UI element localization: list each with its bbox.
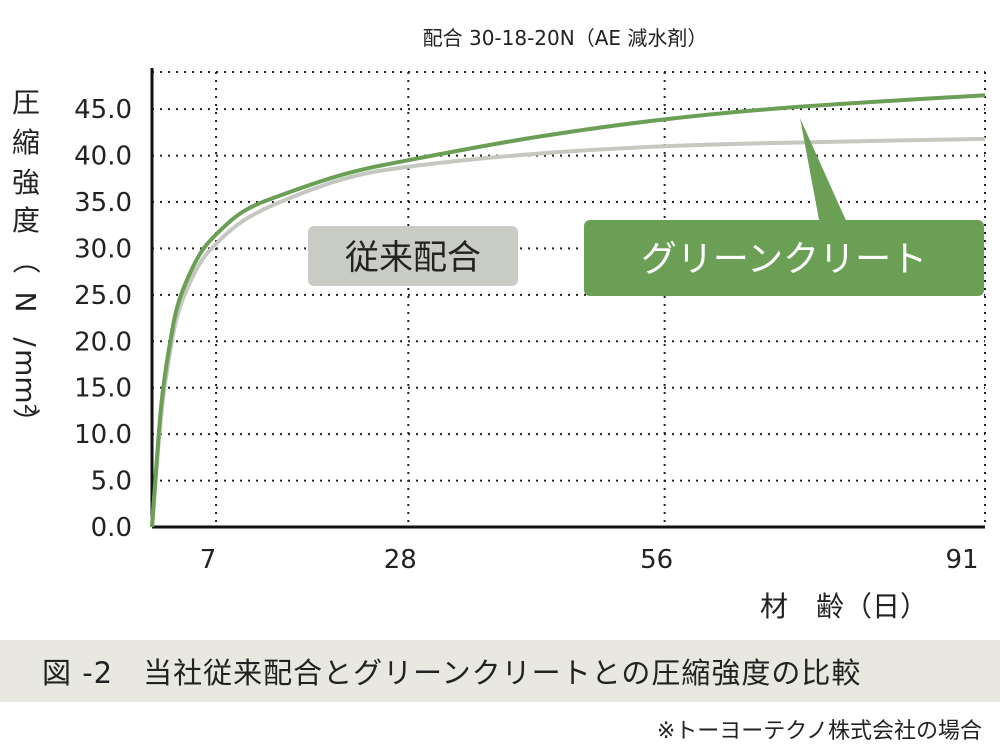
figure-caption-bar: 図 -2 当社従来配合とグリーンクリートとの圧縮強度の比較 (0, 640, 1000, 702)
y-tick-label: 15.0 (74, 374, 132, 404)
y-axis-label-char: 強 (12, 166, 40, 199)
series-lines (150, 93, 986, 528)
x-tick-label: 91 (945, 545, 978, 575)
callout-conventional-box (308, 226, 518, 286)
y-axis-ticks: 0.0 5.0 10.0 15.0 20.0 25.0 30.0 35.0 40.0 45.0 (74, 95, 132, 543)
y-tick-label: 0.0 (91, 513, 132, 543)
y-axis-label-char: 縮 (12, 126, 40, 159)
callout-greencrete-label: グリーンクリート (641, 239, 927, 280)
y-axis-label: 圧縮強度 （ N / mm²） (9, 86, 42, 436)
axes (150, 68, 985, 529)
callout-greencrete-box (584, 220, 984, 296)
footnote: ※トーヨーテクノ株式会社の場合 (656, 719, 982, 744)
y-axis-label-char: 圧 (12, 86, 40, 119)
y-tick-label: 20.0 (74, 327, 132, 357)
y-tick-label: 25.0 (74, 281, 132, 311)
x-tick-label: 7 (200, 545, 217, 575)
y-axis-label-char: （ (9, 246, 42, 274)
grid-lines (152, 71, 986, 527)
chart-subtitle: 配合 30-18-20N（AE 減水剤） (423, 26, 708, 50)
x-axis-ticks: 7 28 56 91 (200, 545, 979, 575)
callout-greencrete-pointer (800, 118, 848, 225)
x-tick-label: 28 (384, 545, 417, 575)
x-axis-label: 材 齢（日） (760, 590, 928, 623)
y-axis-label-char: N (9, 292, 42, 313)
y-axis-label-char: mm² (9, 349, 42, 415)
y-tick-label: 45.0 (74, 95, 132, 125)
compressive-strength-chart: 0.0 5.0 10.0 15.0 20.0 25.0 30.0 35.0 40.0 45.0 7… (9, 26, 986, 623)
y-axis-label-char: ） (9, 408, 42, 436)
y-tick-label: 5.0 (91, 467, 132, 497)
y-tick-label: 30.0 (74, 234, 132, 264)
y-tick-label: 35.0 (74, 188, 132, 218)
figure-caption: 図 -2 当社従来配合とグリーンクリートとの圧縮強度の比較 (42, 656, 862, 690)
series-callouts: 従来配合 グリーンクリート (308, 118, 984, 296)
y-axis-label-char: 度 (12, 204, 40, 237)
y-axis-label-char: / (9, 337, 42, 347)
x-tick-label: 56 (640, 545, 673, 575)
y-tick-label: 40.0 (74, 142, 132, 172)
series-line-greencrete (150, 93, 986, 528)
callout-conventional-label: 従来配合 (345, 238, 481, 278)
y-tick-label: 10.0 (74, 420, 132, 450)
